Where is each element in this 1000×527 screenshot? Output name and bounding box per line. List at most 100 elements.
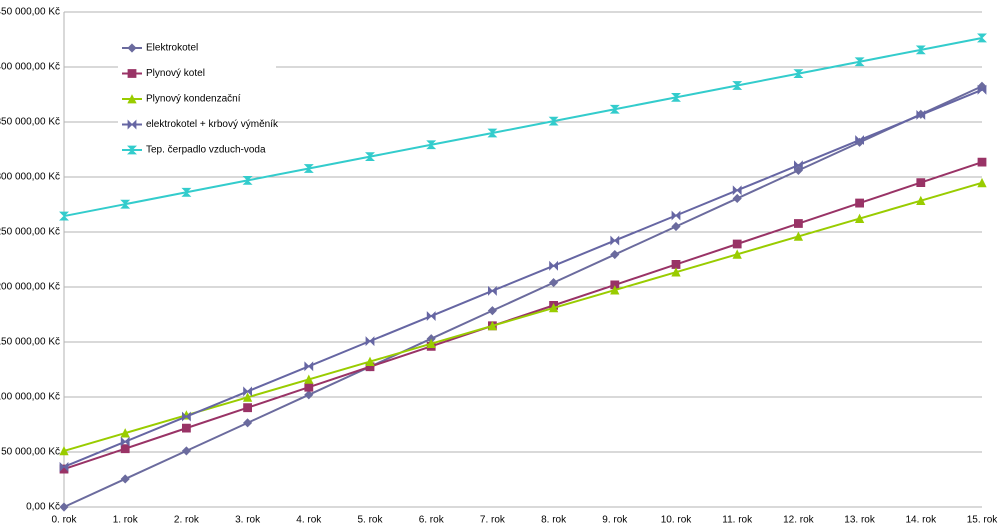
data-point [59,502,69,512]
legend-label: Tep. čerpadlo vzduch-voda [146,145,266,156]
data-point [793,165,803,175]
data-point [732,239,742,249]
data-point [732,185,742,196]
data-point [59,211,69,221]
x-tick-label: 1. rok [113,515,139,526]
data-point [793,69,804,78]
data-point [549,260,558,271]
x-tick-label: 3. rok [235,515,261,526]
y-tick-label: 350 000,00 Kč [0,117,60,128]
data-point [549,278,559,288]
y-tick-label: 100 000,00 Kč [0,392,60,403]
data-point [794,219,803,228]
x-tick-label: 15. rok [967,515,999,526]
data-point [548,303,559,313]
data-point [59,461,69,472]
data-point [671,221,681,232]
y-tick-label: 150 000,00 Kč [0,337,60,348]
series-line [63,36,983,218]
legend-marker [127,145,137,155]
x-tick-label: 9. rok [602,515,628,526]
data-point [488,285,497,296]
data-point [304,374,314,384]
data-point [671,260,681,269]
data-point [365,356,375,366]
x-tick-label: 12. rok [783,515,815,526]
legend-label: Plynový kotel [146,68,205,79]
legend-box [118,36,276,170]
series-line [63,161,983,470]
data-point [794,160,803,171]
data-point [242,392,253,402]
data-point [548,116,559,126]
data-point [732,81,743,90]
data-point [120,474,130,484]
y-tick-label: 250 000,00 Kč [0,227,60,238]
data-point [854,213,865,223]
data-point [855,135,864,146]
data-point [304,361,314,372]
x-tick-label: 14. rok [906,515,938,526]
data-point [793,231,804,241]
x-tick-label: 0. rok [51,515,77,526]
data-point [915,45,926,55]
y-tick-label: 50 000,00 Kč [1,447,60,458]
legend: Elektrokotel Plynový kotel Plynový kondenz… [118,36,279,170]
data-point [610,249,620,260]
legend-marker [127,94,137,104]
data-point [977,84,987,95]
y-tick-label: 300 000,00 Kč [0,172,60,183]
data-point [916,195,926,206]
x-tick-label: 7. rok [480,515,506,526]
data-point [610,235,620,246]
data-point [855,198,864,208]
data-point [243,418,253,428]
y-tick-label: 200 000,00 Kč [0,282,60,293]
data-point [243,403,252,413]
data-point [242,176,253,185]
data-point [426,140,437,150]
data-point [732,249,742,259]
data-point [120,428,130,438]
data-point [426,338,436,349]
series-line [63,181,983,452]
x-tick-label: 8. rok [541,515,567,526]
data-point [59,446,69,456]
y-tick-label: 0,00 Kč [26,502,60,513]
x-tick-label: 13. rok [844,515,876,526]
data-point [120,444,130,454]
x-tick-label: 11. rok [722,515,753,526]
legend-label: Plynový kondenzační [146,94,241,105]
legend-label: Elektrokotel [146,43,198,54]
y-tick-label: 400 000,00 Kč [0,62,60,73]
data-point [120,436,130,447]
legend-label: elektrokotel + krbový výměník [146,119,279,130]
y-tick-label: 450 000,00 Kč [0,7,60,18]
data-point [732,193,742,204]
data-point [977,177,987,188]
series-line [63,88,983,468]
legend-marker [127,43,137,53]
data-point [426,311,436,322]
data-point [671,210,681,221]
data-point [671,267,681,277]
data-point [916,178,926,188]
data-point [609,104,620,114]
data-point [487,128,498,138]
x-tick-label: 10. rok [661,515,693,526]
x-tick-label: 6. rok [419,515,445,526]
data-point [182,411,191,422]
data-point [854,57,865,67]
data-point [304,390,314,400]
series-line [63,85,983,508]
data-point [304,382,314,392]
data-point [916,109,926,120]
data-point [487,306,497,316]
data-point [303,164,314,173]
x-tick-label: 5. rok [357,515,383,526]
data-point [365,336,375,347]
x-tick-label: 4. rok [296,515,322,526]
data-point [182,423,191,433]
data-point [181,446,191,456]
